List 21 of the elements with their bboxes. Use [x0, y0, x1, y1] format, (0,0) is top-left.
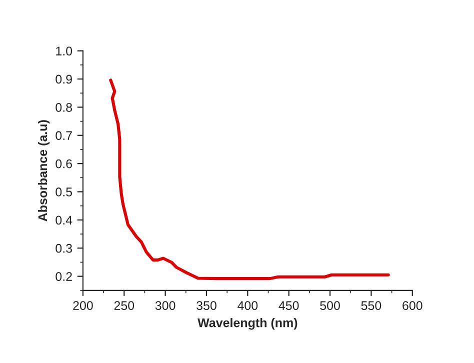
y-tick-label: 0.5: [56, 188, 72, 196]
x-tick-label: 300: [155, 301, 176, 310]
x-tick-label: 200: [73, 301, 93, 310]
x-tick-label: 400: [238, 301, 258, 310]
y-tick-label: 0.3: [56, 244, 72, 253]
line-series: [109, 78, 390, 280]
y-tick-label: 0.2: [56, 272, 72, 281]
x-axis-title: Wavelength (nm): [198, 318, 298, 330]
x-tick-label: 450: [278, 301, 299, 310]
x-tick-label: 250: [114, 301, 134, 310]
y-axis-title: Absorbance (a.u): [38, 120, 50, 222]
y-tick-label: 1.0: [56, 46, 72, 56]
x-tick-label: 600: [402, 301, 422, 310]
x-tick-label: 550: [361, 301, 382, 310]
y-tick-label: 0.8: [56, 102, 72, 112]
y-tick-label: 0.6: [56, 159, 72, 168]
x-tick-label: 500: [320, 301, 340, 310]
y-tick-label: 0.9: [56, 74, 72, 84]
y-tick-label: 0.7: [56, 131, 72, 140]
x-tick-label: 350: [196, 301, 216, 310]
y-tick-label: 0.4: [56, 216, 72, 225]
